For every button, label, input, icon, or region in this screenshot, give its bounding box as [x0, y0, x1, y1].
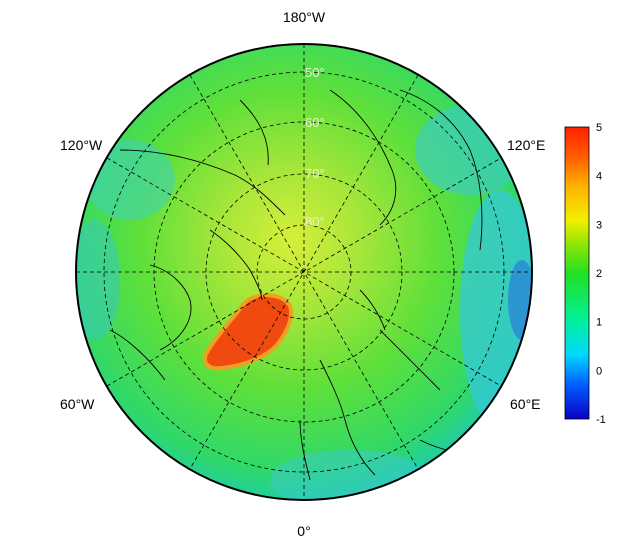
lat-label-80: 80° [305, 214, 325, 229]
field-patch-west [76, 220, 120, 340]
lon-label-top: 180°W [283, 9, 326, 25]
colorbar-tick-label: 2 [596, 268, 602, 280]
graticule [76, 44, 532, 500]
lat-label-70: 70° [305, 166, 325, 181]
colorbar-tick-label: 0 [596, 365, 602, 377]
lat-label-60: 60° [305, 115, 325, 130]
map-border [75, 43, 533, 501]
field-patch-nw [85, 140, 175, 220]
colorbar-tick-label: 3 [596, 219, 602, 231]
colorbar-ramp [564, 126, 590, 420]
lon-label-lower-left: 60°W [60, 396, 95, 412]
lon-label-upper-left: 120°W [60, 137, 103, 153]
lon-label-lower-right: 60°E [510, 396, 541, 412]
colorbar-tick-label: 4 [596, 171, 602, 183]
colorbar: -1 0 1 2 3 4 5 [564, 122, 606, 426]
lat-label-50: 50° [305, 65, 325, 80]
colorbar-tick-label: -1 [596, 414, 606, 426]
greenland-rim [203, 293, 293, 371]
field-patch-south [270, 450, 430, 500]
colorbar-tick-label: 1 [596, 317, 602, 329]
lon-label-upper-right: 120°E [507, 137, 545, 153]
colorbar-tick-label: 5 [596, 122, 602, 134]
lon-label-bottom: 0° [297, 523, 310, 539]
